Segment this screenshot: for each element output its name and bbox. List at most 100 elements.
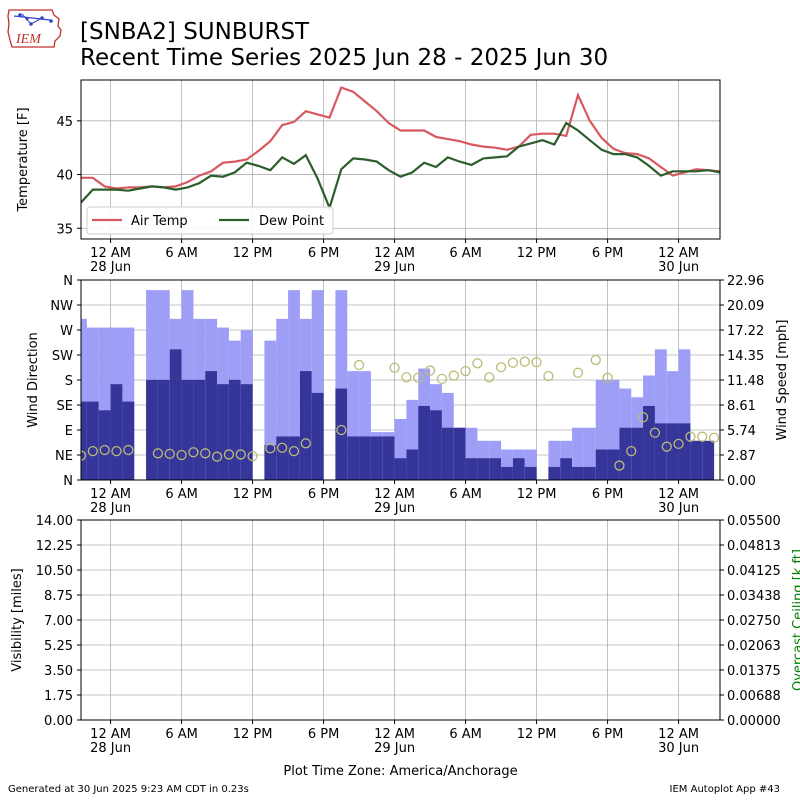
gust-bar xyxy=(583,427,596,480)
speed-bar xyxy=(382,436,395,480)
x-tick-date: 28 Jun xyxy=(90,501,131,516)
x-tick-label: 12 AM xyxy=(90,246,131,261)
x-tick-label: 6 PM xyxy=(308,246,339,261)
visibility-tick-label: 1.75 xyxy=(44,689,73,704)
ceiling-tick-label: 0.00000 xyxy=(727,714,781,729)
direction-marker xyxy=(507,357,519,368)
gust-bar xyxy=(465,427,478,480)
direction-tick-label: N xyxy=(63,474,73,489)
x-tick-date: 28 Jun xyxy=(90,260,131,275)
speed-bar xyxy=(524,466,537,480)
gust-bar xyxy=(572,427,584,480)
speed-bar xyxy=(583,466,596,480)
y-tick-label: 45 xyxy=(56,115,73,130)
gust-bar xyxy=(501,449,513,480)
visibility-tick-label: 0.00 xyxy=(44,714,73,729)
direction-tick-label: S xyxy=(65,374,73,389)
x-tick-date: 30 Jun xyxy=(658,260,699,275)
speed-tick-label: 20.09 xyxy=(727,299,764,314)
speed-tick-label: 22.96 xyxy=(727,274,764,289)
chart-subtitle: Recent Time Series 2025 Jun 28 - 2025 Ju… xyxy=(80,45,609,71)
x-tick-label: 6 PM xyxy=(308,487,339,502)
x-tick-label: 6 PM xyxy=(592,727,623,742)
speed-tick-label: 0.00 xyxy=(727,474,756,489)
direction-marker xyxy=(265,443,276,454)
x-tick-label: 12 PM xyxy=(517,487,557,502)
speed-bar xyxy=(465,458,478,480)
direction-marker xyxy=(590,354,601,366)
gust-bar xyxy=(276,318,289,480)
speed-bar xyxy=(406,449,419,480)
direction-tick-label: W xyxy=(60,324,73,339)
direction-marker xyxy=(87,445,98,457)
plot-frame xyxy=(80,519,721,721)
visibility-tick-label: 8.75 xyxy=(44,589,73,604)
speed-bar xyxy=(418,405,431,480)
speed-bar xyxy=(86,401,99,480)
speed-bar xyxy=(560,458,573,480)
gust-bar xyxy=(288,290,300,480)
y-axis-label-speed: Wind Speed [mph] xyxy=(775,320,790,441)
direction-marker xyxy=(200,448,211,459)
speed-bar xyxy=(690,440,703,480)
direction-marker xyxy=(111,445,122,457)
speed-bar xyxy=(264,445,277,480)
x-tick-label: 12 AM xyxy=(374,727,415,742)
speed-bar xyxy=(702,440,715,480)
gust-bar xyxy=(595,379,608,480)
speed-bar xyxy=(217,384,229,480)
x-tick-date: 28 Jun xyxy=(90,741,131,756)
speed-bar xyxy=(205,371,218,480)
y-axis-label: Temperature [F] xyxy=(16,107,31,212)
speed-bar xyxy=(654,423,667,480)
ceiling-tick-label: 0.02750 xyxy=(727,614,781,629)
x-tick-date: 30 Jun xyxy=(658,501,699,516)
y-axis-label-direction: Wind Direction xyxy=(26,332,41,428)
direction-marker xyxy=(223,449,235,460)
direction-marker xyxy=(164,448,175,460)
speed-bar xyxy=(276,436,289,480)
gust-bar xyxy=(678,349,691,480)
x-tick-label: 6 AM xyxy=(165,246,198,261)
x-tick-label: 6 AM xyxy=(165,727,198,742)
direction-marker xyxy=(602,372,613,383)
direction-marker xyxy=(448,370,459,381)
speed-bar xyxy=(394,458,407,480)
direction-marker xyxy=(495,362,507,373)
direction-marker xyxy=(353,359,365,371)
x-tick-label: 12 AM xyxy=(374,246,415,261)
speed-bar xyxy=(595,449,608,480)
gust-bar xyxy=(654,349,667,480)
direction-tick-label: E xyxy=(65,424,73,439)
direction-marker xyxy=(277,442,288,453)
speed-bar xyxy=(619,427,632,480)
speed-tick-label: 11.48 xyxy=(727,374,764,389)
direction-marker xyxy=(123,444,134,456)
direction-marker xyxy=(649,427,661,438)
y-tick-label: 40 xyxy=(56,169,73,184)
speed-bar xyxy=(240,384,253,480)
ceiling-tick-label: 0.00688 xyxy=(727,689,781,704)
speed-tick-label: 14.35 xyxy=(727,349,764,364)
direction-marker xyxy=(572,367,584,378)
direction-marker xyxy=(336,424,347,436)
speed-bar xyxy=(441,427,454,480)
speed-bar xyxy=(548,466,561,480)
speed-bar xyxy=(288,436,300,480)
speed-bar xyxy=(169,349,182,480)
speed-bar xyxy=(157,379,170,480)
plot-frame xyxy=(80,279,721,481)
x-tick-date: 29 Jun xyxy=(374,501,415,516)
speed-bar xyxy=(370,436,383,480)
x-tick-label: 6 PM xyxy=(592,487,623,502)
direction-marker xyxy=(708,432,720,443)
x-tick-label: 12 PM xyxy=(233,727,273,742)
ceiling-tick-label: 0.05500 xyxy=(727,514,781,529)
air-temp-line xyxy=(81,86,720,190)
legend-box xyxy=(86,206,334,235)
gust-bar xyxy=(311,290,324,480)
direction-marker xyxy=(188,447,199,458)
direction-marker xyxy=(389,362,400,373)
x-tick-label: 12 AM xyxy=(658,727,699,742)
visibility-tick-label: 5.25 xyxy=(44,639,73,654)
